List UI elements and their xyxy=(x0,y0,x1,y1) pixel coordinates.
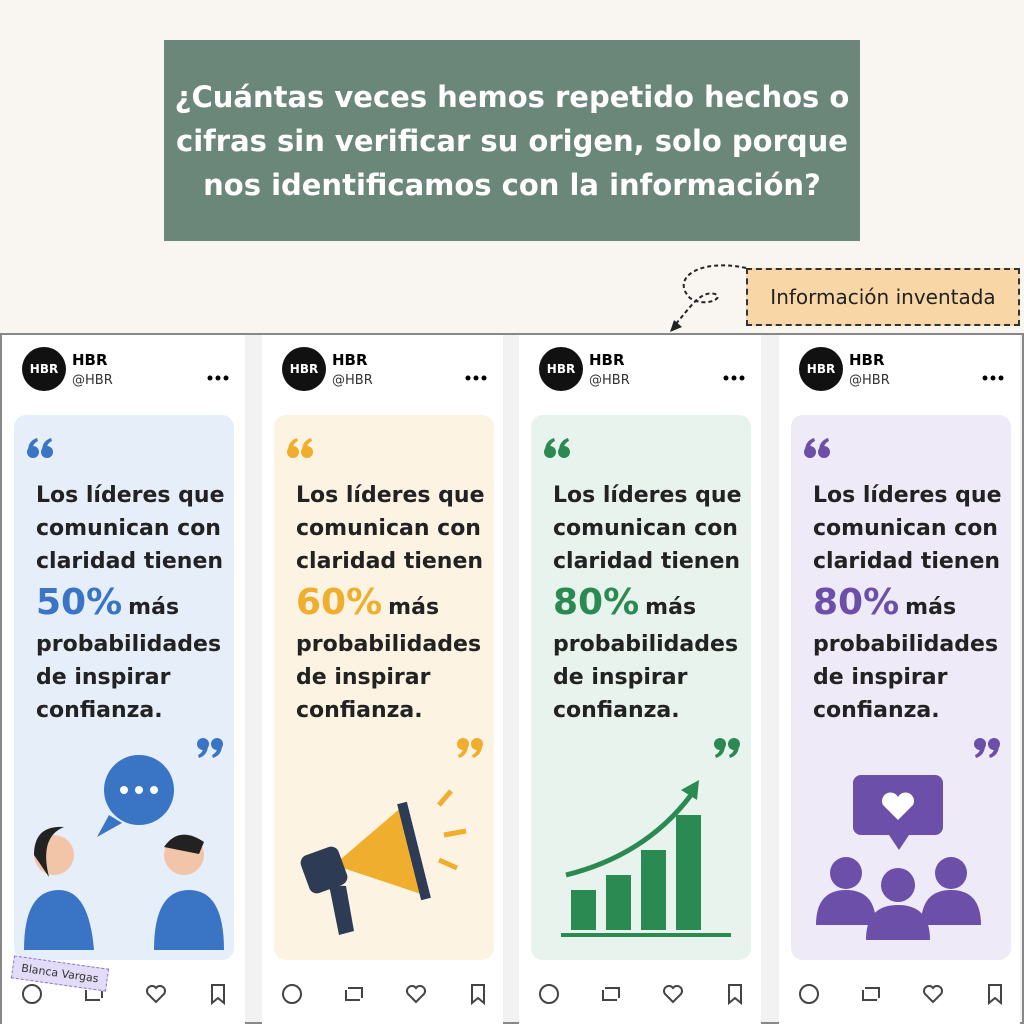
illustration xyxy=(531,735,751,959)
card: HBR HBR @HBR Los líderes que comunican con cl… xyxy=(779,335,1020,1024)
account-name: HBR xyxy=(589,351,625,369)
illustration xyxy=(791,735,1011,959)
quote-line: Los líderes que xyxy=(553,483,742,508)
highlight: 80% xyxy=(553,582,640,623)
quote-open xyxy=(286,437,316,465)
highlight-line: 80% más xyxy=(813,578,1002,628)
card: HBR HBR @HBR Los líderes que comunican con cl… xyxy=(2,335,245,1024)
quote-line: claridad tienen xyxy=(36,549,224,574)
quote-panel: Los líderes que comunican con claridad tie… xyxy=(531,415,751,960)
highlight-suffix: más xyxy=(388,595,440,620)
highlight: 60% xyxy=(296,582,383,623)
account-handle: @HBR xyxy=(589,373,630,388)
action-bar xyxy=(537,982,749,1010)
account-handle: @HBR xyxy=(72,373,113,388)
arrow xyxy=(670,264,747,332)
highlight-suffix: más xyxy=(128,595,180,620)
question-line: ¿Cuántas veces hemos repetido hechos o xyxy=(174,79,850,114)
quote-line: confianza. xyxy=(813,698,940,723)
card: HBR HBR @HBR Los líderes que comunican con cl… xyxy=(262,335,503,1024)
account-name: HBR xyxy=(849,351,885,369)
quote-line: Los líderes que xyxy=(813,483,1002,508)
quote-line: claridad tienen xyxy=(553,549,741,574)
action-bar xyxy=(20,982,232,1010)
quote-close xyxy=(194,735,224,763)
annotation-label: Información inventada xyxy=(770,285,996,309)
quote-line: claridad tienen xyxy=(813,549,1001,574)
quote-line: comunican con xyxy=(813,516,998,541)
card: HBR HBR @HBR Los líderes que comunican con cl… xyxy=(519,335,761,1024)
highlight-line: 80% más xyxy=(553,578,742,628)
quote-text: Los líderes que comunican con claridad tie… xyxy=(813,479,1002,727)
avatar: HBR xyxy=(22,347,66,391)
highlight-line: 60% más xyxy=(296,578,485,628)
account-handle: @HBR xyxy=(332,373,373,388)
account-name: HBR xyxy=(72,351,108,369)
highlight-suffix: más xyxy=(905,595,957,620)
quote-open xyxy=(543,437,573,465)
highlight-line: 50% más xyxy=(36,578,225,628)
quote-line: de inspirar xyxy=(36,665,171,690)
quote-line: probabilidades xyxy=(553,632,739,657)
quote-line: confianza. xyxy=(36,698,163,723)
quote-line: claridad tienen xyxy=(296,549,484,574)
quote-line: de inspirar xyxy=(813,665,948,690)
quote-line: probabilidades xyxy=(36,632,222,657)
quote-line: Los líderes que xyxy=(36,483,225,508)
quote-panel: Los líderes que comunican con claridad tie… xyxy=(14,415,234,960)
quote-line: confianza. xyxy=(296,698,423,723)
question-line: nos identificamos con la información? xyxy=(203,167,821,202)
quote-open xyxy=(26,437,56,465)
annotation: Información inventada xyxy=(746,268,1020,326)
action-bar xyxy=(797,982,1009,1010)
account-handle: @HBR xyxy=(849,373,890,388)
question-line: cifras sin verificar su origen, solo por… xyxy=(176,123,848,158)
quote-line: probabilidades xyxy=(296,632,482,657)
quote-line: comunican con xyxy=(296,516,481,541)
question-banner: ¿Cuántas veces hemos repetido hechos o ci… xyxy=(164,40,860,241)
quote-line: comunican con xyxy=(36,516,221,541)
quote-text: Los líderes que comunican con claridad tie… xyxy=(553,479,742,727)
quote-text: Los líderes que comunican con claridad tie… xyxy=(36,479,225,727)
quote-close xyxy=(971,735,1001,763)
quote-line: de inspirar xyxy=(296,665,431,690)
more-menu xyxy=(465,366,487,385)
more-menu xyxy=(982,366,1004,385)
quote-line: de inspirar xyxy=(553,665,688,690)
highlight: 50% xyxy=(36,582,123,623)
quote-panel: Los líderes que comunican con claridad tie… xyxy=(274,415,494,960)
quote-line: confianza. xyxy=(553,698,680,723)
illustration xyxy=(274,735,494,959)
quote-open xyxy=(803,437,833,465)
highlight: 80% xyxy=(813,582,900,623)
more-menu xyxy=(723,366,745,385)
quote-line: Los líderes que xyxy=(296,483,485,508)
quote-line: probabilidades xyxy=(813,632,999,657)
action-bar xyxy=(280,982,492,1010)
highlight-suffix: más xyxy=(645,595,697,620)
quote-line: comunican con xyxy=(553,516,738,541)
avatar: HBR xyxy=(799,347,843,391)
avatar: HBR xyxy=(539,347,583,391)
avatar: HBR xyxy=(282,347,326,391)
more-menu xyxy=(207,366,229,385)
illustration xyxy=(14,735,234,959)
account-name: HBR xyxy=(332,351,368,369)
quote-panel: Los líderes que comunican con claridad tie… xyxy=(791,415,1011,960)
quote-close xyxy=(454,735,484,763)
quote-close xyxy=(711,735,741,763)
quote-text: Los líderes que comunican con claridad tie… xyxy=(296,479,485,727)
